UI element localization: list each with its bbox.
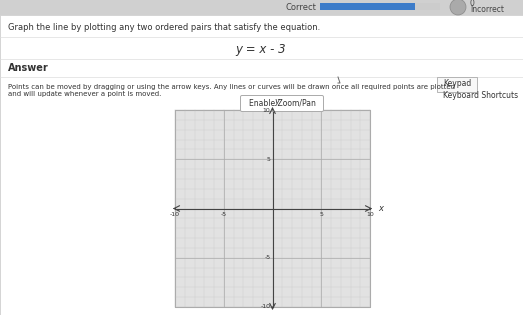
Text: Answer: Answer (8, 63, 49, 73)
Text: y = x - 3: y = x - 3 (236, 43, 286, 55)
FancyBboxPatch shape (437, 77, 477, 92)
FancyBboxPatch shape (241, 95, 324, 112)
Bar (320, 3, 415, 10)
Text: Points can be moved by dragging or using the arrow keys. Any lines or curves wil: Points can be moved by dragging or using… (8, 84, 455, 90)
Text: x: x (378, 204, 383, 213)
Text: Incorrect: Incorrect (470, 5, 504, 14)
Text: 0: 0 (470, 0, 475, 9)
Text: Graph the line by plotting any two ordered pairs that satisfy the equation.: Graph the line by plotting any two order… (8, 22, 320, 32)
Text: Keyboard Shortcuts: Keyboard Shortcuts (443, 90, 518, 100)
Text: -10: -10 (260, 305, 270, 310)
Text: -5: -5 (221, 213, 227, 217)
Text: 5: 5 (320, 213, 323, 217)
Text: 10: 10 (366, 213, 374, 217)
Bar (320, 3, 440, 10)
Text: y: y (275, 98, 279, 106)
Bar (175, 110, 370, 307)
Text: Keypad: Keypad (443, 79, 471, 89)
Text: 5: 5 (267, 157, 270, 162)
Text: -10: -10 (170, 213, 180, 217)
Bar (0, 0, 523, 15)
Text: -5: -5 (264, 255, 270, 260)
Text: 10: 10 (263, 107, 270, 112)
Text: and will update whenever a point is moved.: and will update whenever a point is move… (8, 91, 162, 97)
Text: Enable Zoom/Pan: Enable Zoom/Pan (248, 99, 315, 107)
Circle shape (450, 0, 466, 15)
Text: Correct: Correct (285, 3, 316, 12)
